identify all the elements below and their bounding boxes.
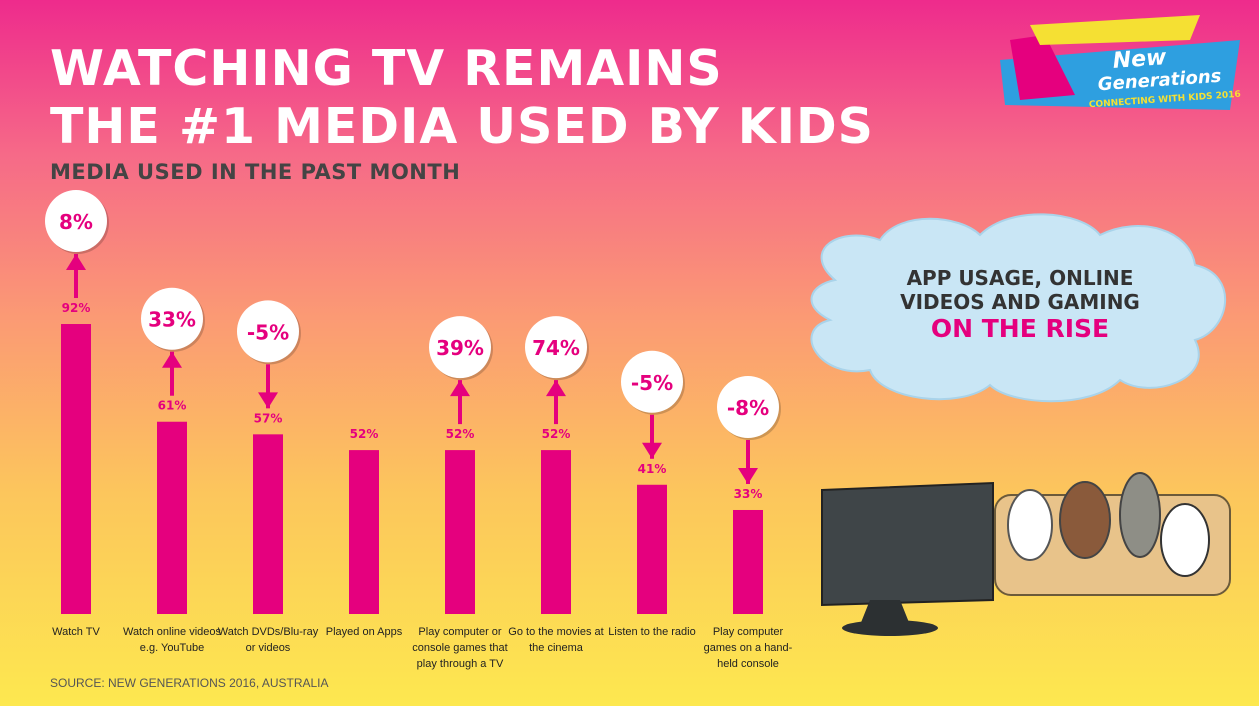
change-arrowhead	[162, 351, 182, 368]
category-label: Played on Apps	[325, 626, 403, 638]
bar	[541, 450, 571, 614]
bar	[733, 509, 763, 614]
change-bubble	[717, 375, 779, 438]
change-bubble	[45, 190, 107, 253]
change-label: -8%	[727, 396, 769, 420]
value-label: 57%	[254, 411, 283, 425]
value-label: 52%	[350, 427, 379, 441]
value-label: 41%	[638, 462, 667, 476]
change-bubble	[141, 287, 203, 350]
category-label: Watch online videos e.g. YouTube	[122, 626, 222, 654]
change-arrowhead	[642, 442, 662, 459]
value-label: 52%	[542, 427, 571, 441]
change-label: 74%	[532, 336, 580, 360]
bar	[637, 484, 667, 614]
category-label: Watch TV	[52, 626, 100, 638]
source: SOURCE: NEW GENERATIONS 2016, AUSTRALIA	[50, 676, 329, 690]
value-label: 61%	[158, 399, 187, 413]
title-line: THE #1 MEDIA USED BY KIDS	[50, 98, 874, 155]
change-label: 8%	[59, 210, 93, 234]
category-label: Listen to the radio	[608, 626, 696, 638]
logo-text: New	[1112, 45, 1168, 74]
category-label: Watch DVDs/Blu-ray or videos	[217, 626, 319, 654]
bar	[157, 421, 187, 614]
change-bubble	[237, 300, 299, 363]
subtitle: MEDIA USED IN THE PAST MONTH	[50, 160, 461, 184]
bar	[349, 450, 379, 614]
bar	[253, 434, 283, 614]
change-label: 33%	[148, 308, 196, 332]
change-arrowhead	[258, 392, 278, 409]
change-bubble	[429, 316, 491, 379]
title-line: WATCHING TV REMAINS	[50, 40, 723, 97]
annotation-line: APP USAGE, ONLINE	[906, 266, 1134, 290]
change-label: -5%	[247, 320, 289, 344]
change-label: 39%	[436, 336, 484, 360]
annotation: APP USAGE, ONLINE VIDEOS AND GAMING	[840, 266, 1200, 314]
change-label: -5%	[631, 371, 673, 395]
change-bubble	[621, 350, 683, 413]
value-label: 52%	[446, 427, 475, 441]
change-bubble	[525, 316, 587, 379]
change-arrowhead	[738, 467, 758, 484]
category-label: Go to the movies at the cinema	[508, 626, 604, 654]
change-arrowhead	[546, 380, 566, 397]
annotation-highlight: ON THE RISE	[930, 314, 1110, 343]
tv-illustration	[821, 472, 1231, 636]
logo	[1000, 15, 1240, 110]
cloud	[810, 213, 1226, 403]
change-arrowhead	[66, 254, 86, 271]
value-label: 92%	[62, 301, 91, 315]
change-arrowhead	[450, 380, 470, 397]
category-label: Play computer or console games that play…	[412, 626, 508, 670]
category-label: Play computer games on a hand-held conso…	[703, 626, 793, 670]
annotation-line: VIDEOS AND GAMING	[900, 290, 1140, 314]
value-label: 33%	[734, 487, 763, 501]
bar	[445, 450, 475, 614]
title: WATCHING TV REMAINS THE #1 MEDIA USED BY…	[50, 40, 874, 156]
bar	[61, 324, 91, 614]
